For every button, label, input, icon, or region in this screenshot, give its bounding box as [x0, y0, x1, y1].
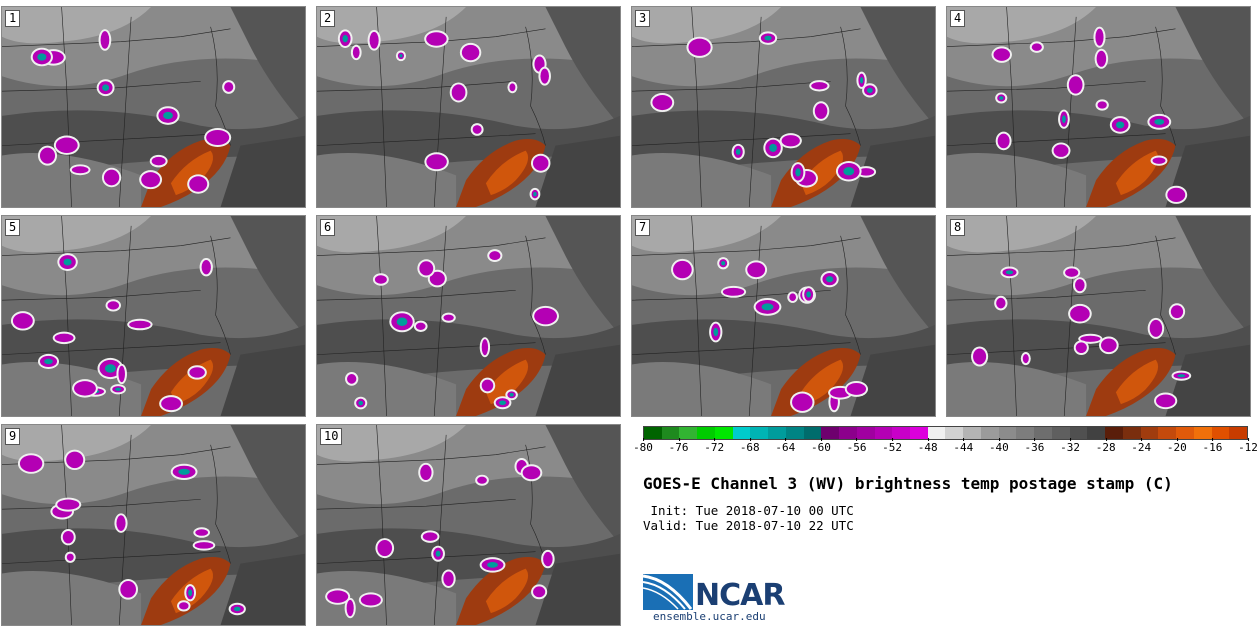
- wv-map: [632, 216, 935, 416]
- colorbar-tick-label: -40: [988, 438, 1009, 454]
- wv-map: [947, 7, 1250, 207]
- postage-stamp-panel: 3: [631, 6, 936, 208]
- postage-stamp-panel: 9: [1, 424, 306, 626]
- init-time-label: Init: Tue 2018-07-10 00 UTC: [643, 503, 854, 518]
- postage-stamp-panel: 6: [316, 215, 621, 417]
- panel-number: 4: [950, 10, 966, 27]
- postage-stamp-panel: 8: [946, 215, 1251, 417]
- colorbar-tick-label: -48: [917, 438, 938, 454]
- colorbar-tick-label: -32: [1060, 438, 1080, 454]
- wv-map: [317, 216, 620, 416]
- colorbar-segment: [839, 427, 857, 439]
- colorbar-segment: [750, 427, 769, 439]
- panel-number: 10: [320, 428, 343, 445]
- colorbar-segment: [1034, 427, 1052, 439]
- colorbar-tick-label: -80: [633, 438, 653, 454]
- colorbar-tick-label: -64: [775, 438, 796, 454]
- colorbar: [643, 426, 1248, 440]
- colorbar-segment: [910, 427, 928, 439]
- colorbar-segment: [1140, 427, 1159, 439]
- panel-number: 6: [320, 219, 336, 236]
- colorbar-tick-label: -76: [668, 438, 689, 454]
- colorbar-segment: [1229, 427, 1247, 439]
- wv-map: [317, 7, 620, 207]
- colorbar-segment: [1122, 427, 1141, 439]
- colorbar-segment: [1211, 427, 1230, 439]
- colorbar-segment: [874, 427, 893, 439]
- wv-map: [2, 7, 305, 207]
- colorbar-segment: [945, 427, 964, 439]
- colorbar-segment: [980, 427, 999, 439]
- panel-number: 7: [635, 219, 651, 236]
- wv-map: [2, 425, 305, 625]
- panel-number: 1: [5, 10, 21, 27]
- colorbar-tick-label: -36: [1024, 438, 1045, 454]
- figure-title: GOES-E Channel 3 (WV) brightness temp po…: [643, 474, 1173, 493]
- colorbar-ticks: -80 -76 -72 -68 -64 -60 -56 -52 -48 -44 -40 -36 -32-…: [633, 438, 1258, 461]
- panel-number: 2: [320, 10, 336, 27]
- colorbar-tick-label: -56: [846, 438, 867, 454]
- postage-stamp-panel: 4: [946, 6, 1251, 208]
- colorbar-segment: [732, 427, 751, 439]
- colorbar-segment: [1016, 427, 1035, 439]
- colorbar-segment: [1105, 427, 1123, 439]
- colorbar-segment: [785, 427, 804, 439]
- panel-number: 9: [5, 428, 21, 445]
- colorbar-segment: [1087, 427, 1106, 439]
- colorbar-segment: [1176, 427, 1194, 439]
- colorbar-segment: [963, 427, 981, 439]
- colorbar-segment: [661, 427, 680, 439]
- colorbar-segment: [803, 427, 822, 439]
- logo-url: ensemble.ucar.edu: [653, 610, 766, 623]
- postage-stamp-panel: 1: [1, 6, 306, 208]
- colorbar-tick-label: -24: [1131, 438, 1152, 454]
- colorbar-tick-label: -52: [882, 438, 903, 454]
- colorbar-tick-label: -28: [1095, 438, 1116, 454]
- colorbar-segment: [856, 427, 875, 439]
- postage-stamp-panel: 7: [631, 215, 936, 417]
- colorbar-segment: [1051, 427, 1070, 439]
- wv-map: [632, 7, 935, 207]
- colorbar-segment: [1069, 427, 1088, 439]
- colorbar-segment: [644, 427, 662, 439]
- wv-map: [947, 216, 1250, 416]
- colorbar-segment: [679, 427, 698, 439]
- panel-number: 8: [950, 219, 966, 236]
- wv-map: [2, 216, 305, 416]
- colorbar-tick-label: -68: [739, 438, 760, 454]
- colorbar-tick-label: -12: [1238, 438, 1258, 454]
- ncar-logo-icon: [643, 574, 693, 610]
- colorbar-tick-label: -60: [811, 438, 831, 454]
- colorbar-segment: [1158, 427, 1177, 439]
- colorbar-segment: [821, 427, 840, 439]
- colorbar-segment: [927, 427, 946, 439]
- logo-text: NCAR: [695, 578, 785, 613]
- colorbar-tick-label: -44: [953, 438, 974, 454]
- wv-map: [317, 425, 620, 625]
- colorbar-segment: [768, 427, 786, 439]
- valid-time-label: Valid: Tue 2018-07-10 22 UTC: [643, 518, 854, 533]
- postage-stamp-panel: 2: [316, 6, 621, 208]
- postage-stamp-panel: 5: [1, 215, 306, 417]
- panel-number: 3: [635, 10, 651, 27]
- colorbar-segment: [714, 427, 733, 439]
- postage-stamp-panel: 10: [316, 424, 621, 626]
- colorbar-tick-label: -20: [1166, 438, 1187, 454]
- panel-number: 5: [5, 219, 21, 236]
- colorbar-tick-label: -72: [704, 438, 725, 454]
- colorbar-segment: [1193, 427, 1212, 439]
- colorbar-segment: [697, 427, 715, 439]
- colorbar-segment: [892, 427, 911, 439]
- colorbar-tick-label: -16: [1202, 438, 1223, 454]
- colorbar-segment: [998, 427, 1017, 439]
